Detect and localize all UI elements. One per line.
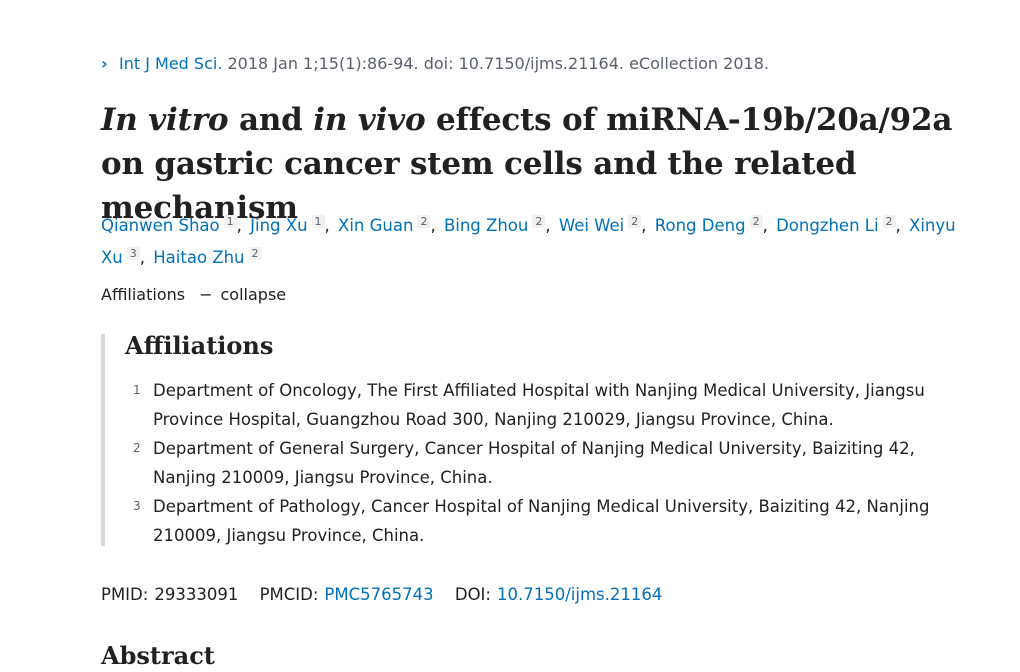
- pmid-label: PMID:: [101, 585, 149, 604]
- author-link[interactable]: Xin Guan: [338, 216, 414, 235]
- pmid-value: 29333091: [154, 585, 239, 604]
- author-affiliation-ref[interactable]: 1: [223, 215, 237, 228]
- affiliation-text: Department of Pathology, Cancer Hospital…: [153, 497, 930, 545]
- author-link[interactable]: Haitao Zhu: [153, 248, 245, 267]
- affiliations-heading: Affiliations: [125, 331, 274, 360]
- affiliation-text: Department of General Surgery, Cancer Ho…: [153, 439, 915, 487]
- author-affiliation-ref[interactable]: 3: [126, 247, 140, 260]
- collapse-label: collapse: [220, 285, 287, 304]
- authors-list: Qianwen Shao 1, Jing Xu 1, Xin Guan 2, Bing…: [101, 208, 961, 272]
- author-link[interactable]: Jing Xu: [250, 216, 308, 235]
- article-title: In vitro and in vivo effects of miRNA-19…: [101, 98, 981, 230]
- citation-line: › Int J Med Sci. 2018 Jan 1;15(1):86-94. …: [101, 52, 769, 76]
- abstract-heading: Abstract: [101, 641, 215, 670]
- author-separator: ,: [545, 216, 551, 235]
- doi-link[interactable]: 10.7150/ijms.21164: [496, 585, 663, 604]
- affiliation-number: 2: [133, 441, 141, 455]
- citation-details: 2018 Jan 1;15(1):86-94. doi: 10.7150/ijm…: [222, 54, 769, 73]
- author-affiliation-ref[interactable]: 2: [248, 247, 262, 260]
- affiliations-panel: Affiliations 1 Department of Oncology, T…: [101, 331, 965, 546]
- author-link[interactable]: Dongzhen Li: [776, 216, 879, 235]
- author-separator: ,: [324, 216, 330, 235]
- doi-label: DOI:: [454, 585, 491, 604]
- title-text-2: effects of miRNA-19b/20a/92a on gastric …: [101, 102, 953, 226]
- pmcid-link[interactable]: PMC5765743: [324, 585, 434, 604]
- author-affiliation-ref[interactable]: 1: [311, 215, 325, 228]
- affiliation-number: 3: [133, 499, 141, 513]
- author-link[interactable]: Rong Deng: [654, 216, 746, 235]
- title-italic-2: in vivo: [313, 102, 426, 138]
- title-italic-1: In vitro: [101, 102, 229, 138]
- affiliation-item: 3 Department of Pathology, Cancer Hospit…: [125, 492, 960, 550]
- pmcid-label: PMCID:: [259, 585, 319, 604]
- title-text-1: and: [228, 102, 314, 138]
- affiliations-toggle[interactable]: Affiliations − collapse: [101, 283, 286, 307]
- author-link[interactable]: Wei Wei: [558, 216, 625, 235]
- chevron-right-icon[interactable]: ›: [101, 54, 108, 73]
- author-separator: ,: [762, 216, 768, 235]
- author-affiliation-ref[interactable]: 2: [417, 215, 431, 228]
- affiliation-item: 2 Department of General Surgery, Cancer …: [125, 434, 960, 492]
- collapse-dash-icon: −: [199, 285, 213, 304]
- affiliations-toggle-label: Affiliations: [101, 285, 186, 304]
- author-affiliation-ref[interactable]: 2: [749, 215, 763, 228]
- author-link[interactable]: Qianwen Shao: [101, 216, 220, 235]
- article-identifiers: PMID: 29333091 PMCID: PMC5765743 DOI: 10.71…: [101, 583, 662, 607]
- author-separator: ,: [895, 216, 901, 235]
- author-affiliation-ref[interactable]: 2: [628, 215, 642, 228]
- affiliation-item: 1 Department of Oncology, The First Affi…: [125, 376, 960, 434]
- affiliation-number: 1: [133, 383, 141, 397]
- author-affiliation-ref[interactable]: 2: [532, 215, 546, 228]
- author-link[interactable]: Bing Zhou: [443, 216, 529, 235]
- author-separator: ,: [430, 216, 436, 235]
- affiliation-text: Department of Oncology, The First Affili…: [153, 381, 925, 429]
- author-separator: ,: [236, 216, 242, 235]
- author-separator: ,: [641, 216, 647, 235]
- author-separator: ,: [139, 248, 146, 267]
- author-link[interactable]: Xinyu Xu: [101, 216, 956, 267]
- author-affiliation-ref[interactable]: 2: [882, 215, 896, 228]
- affiliations-list: 1 Department of Oncology, The First Affi…: [125, 376, 960, 550]
- journal-link[interactable]: Int J Med Sci.: [119, 54, 223, 73]
